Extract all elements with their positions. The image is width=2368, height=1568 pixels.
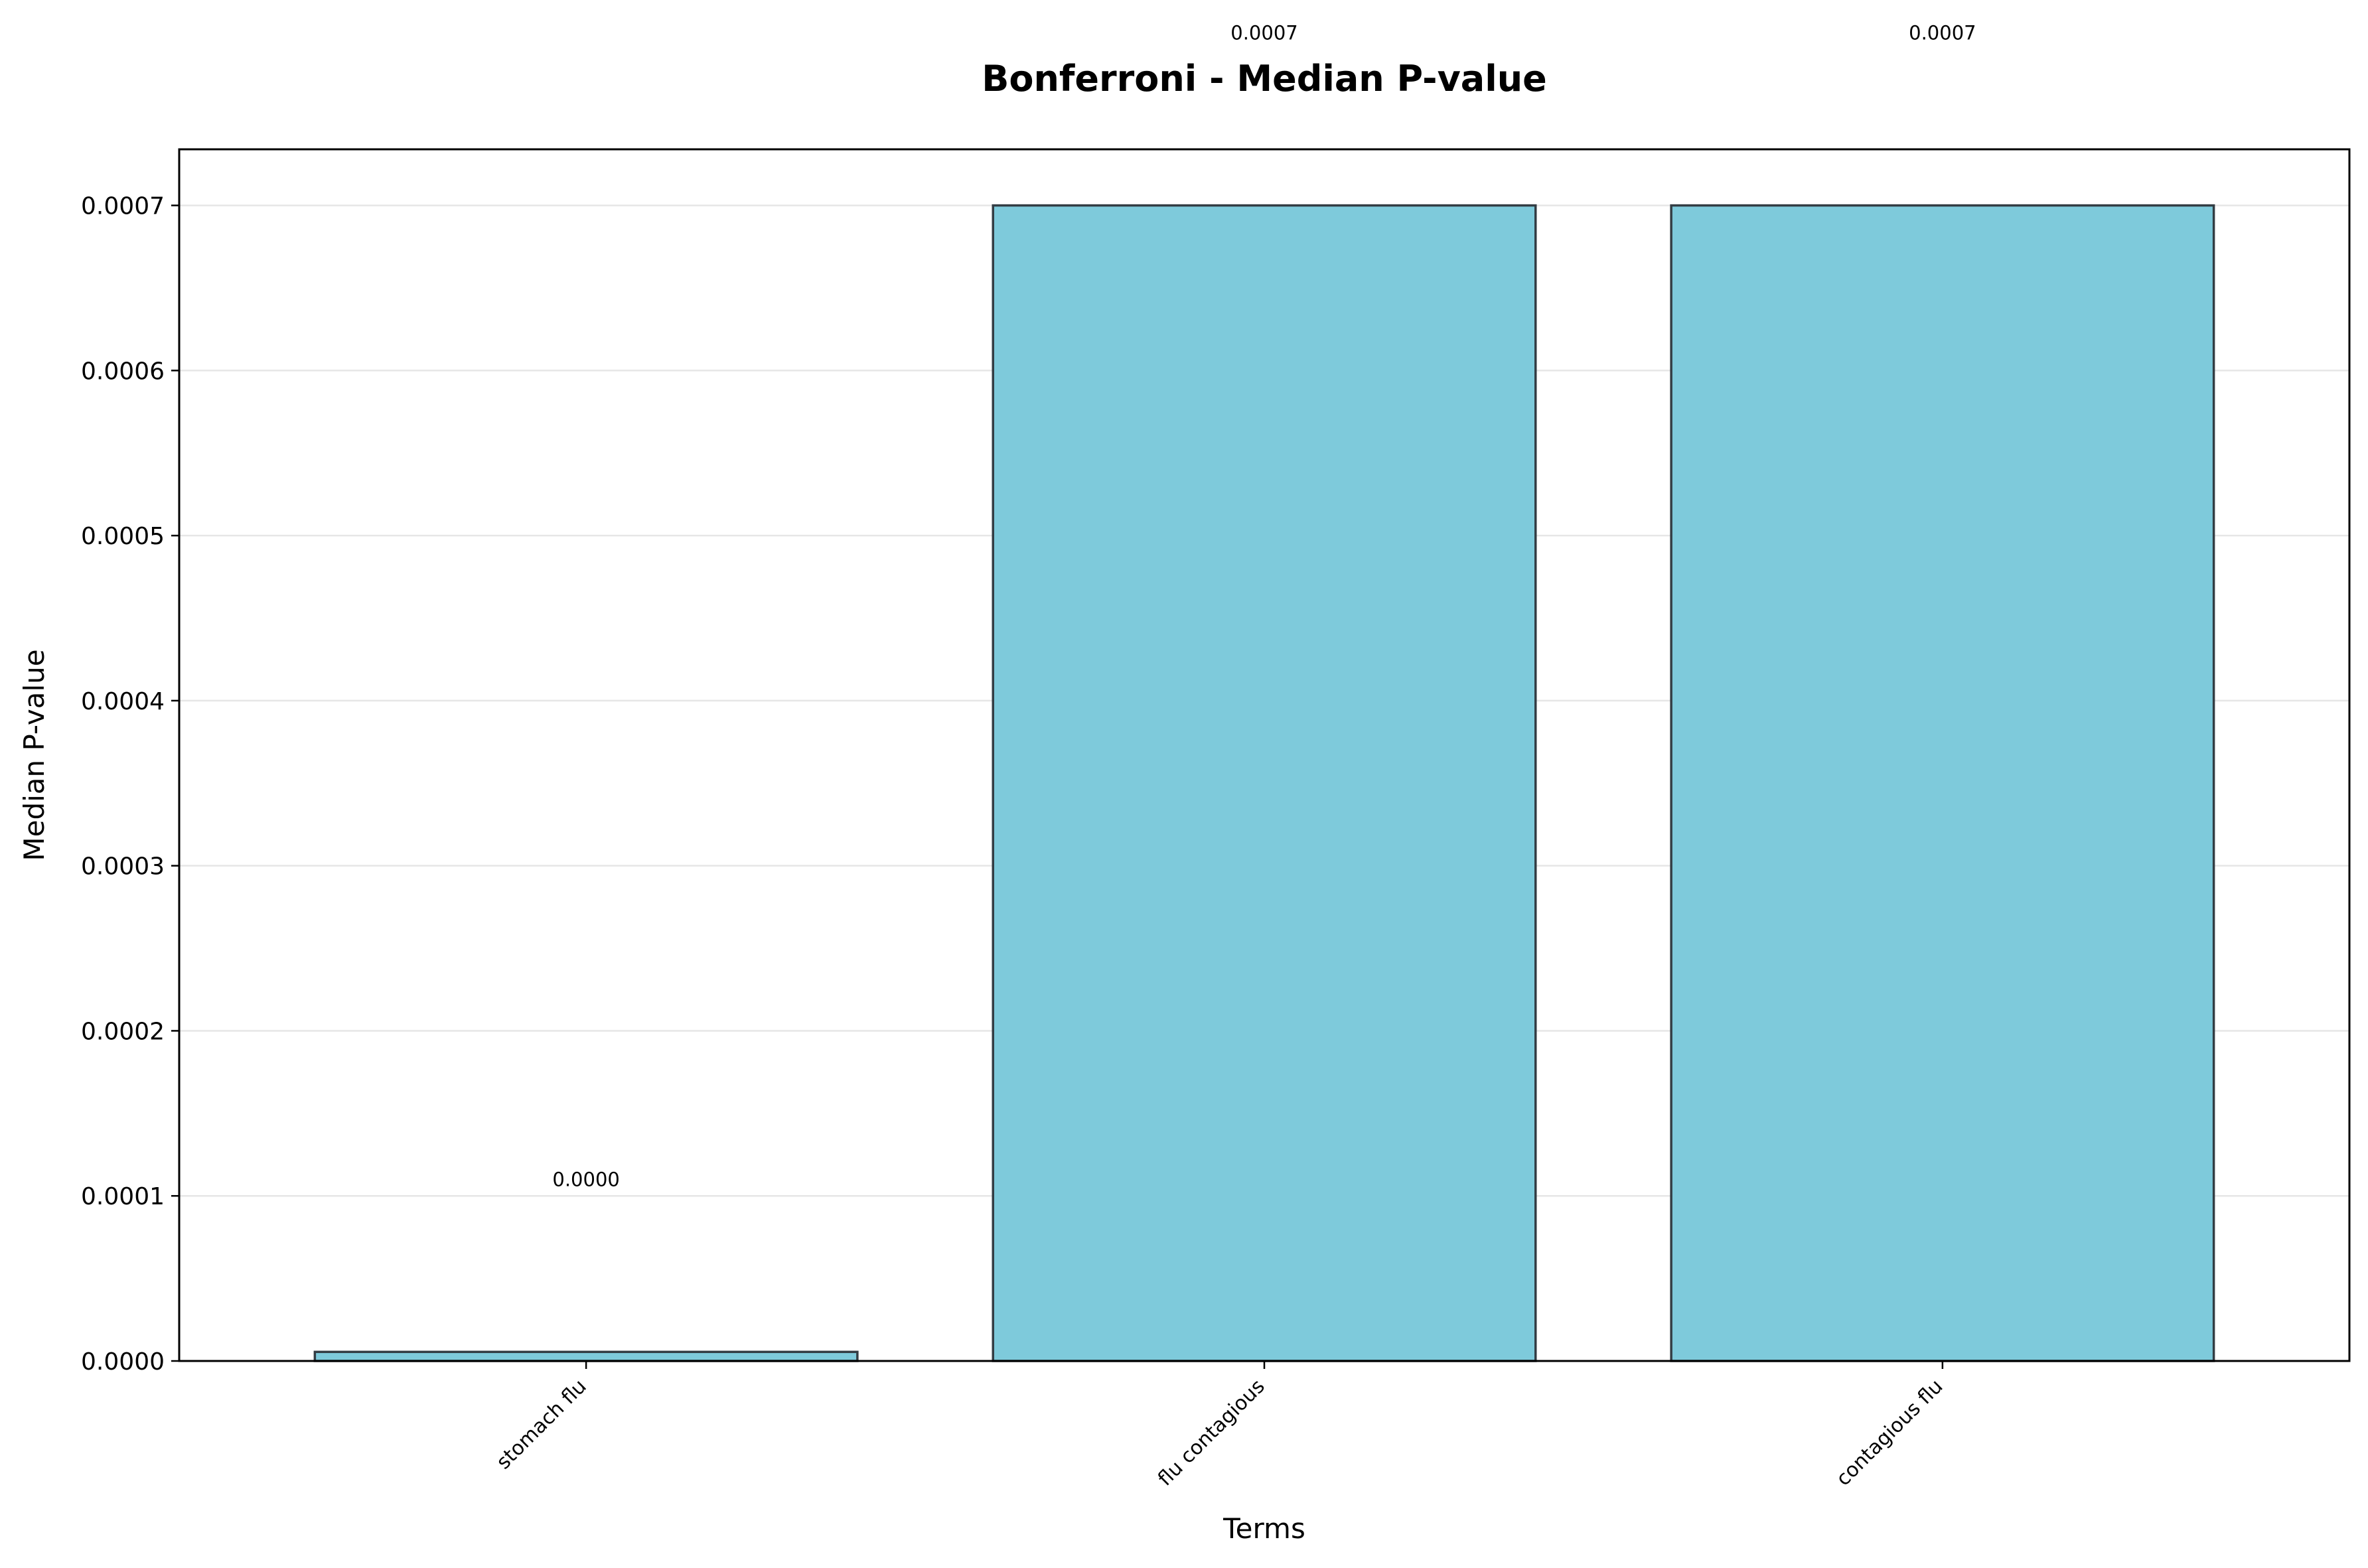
bars bbox=[313, 204, 2215, 1362]
y-tick-label: 0.0004 bbox=[81, 688, 165, 715]
bar-value-label: 0.0007 bbox=[1230, 22, 1297, 44]
y-tick-label: 0.0006 bbox=[81, 358, 165, 385]
y-tick-label: 0.0001 bbox=[81, 1183, 165, 1210]
chart-title: Bonferroni - Median P-value bbox=[982, 58, 1547, 100]
bar-value-labels: 0.0000 0.0007 0.0007 bbox=[552, 22, 1976, 1191]
y-tick-label: 0.0007 bbox=[81, 193, 165, 220]
bar bbox=[313, 1350, 859, 1362]
y-axis-label: Median P-value bbox=[18, 649, 50, 861]
x-axis-ticks: stomach flu flu contagious contagious flu bbox=[492, 1361, 1948, 1491]
bar-value-label: 0.0000 bbox=[552, 1168, 619, 1190]
bar bbox=[1670, 204, 2215, 1362]
y-tick-label: 0.0002 bbox=[81, 1018, 165, 1045]
x-tick-label: flu contagious bbox=[1153, 1375, 1270, 1491]
x-axis-label: Terms bbox=[1222, 1512, 1305, 1545]
y-tick-label: 0.0000 bbox=[81, 1348, 165, 1376]
y-tick-label: 0.0003 bbox=[81, 853, 165, 881]
bar-value-label: 0.0007 bbox=[1909, 22, 1976, 44]
x-tick-label: stomach flu bbox=[492, 1375, 591, 1474]
x-tick-label: contagious flu bbox=[1832, 1375, 1948, 1491]
y-tick-label: 0.0005 bbox=[81, 523, 165, 550]
y-axis-ticks: 0.0000 0.0001 0.0002 0.0003 0.0004 0.0005 0.00… bbox=[81, 193, 179, 1376]
bar bbox=[992, 204, 1537, 1362]
